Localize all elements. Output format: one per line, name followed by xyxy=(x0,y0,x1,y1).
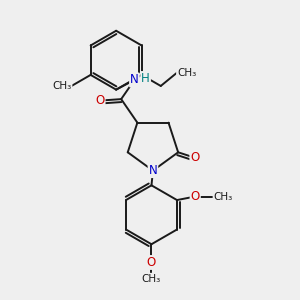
Text: O: O xyxy=(190,151,200,164)
Text: CH₃: CH₃ xyxy=(177,68,196,78)
Text: CH₃: CH₃ xyxy=(52,81,71,91)
Text: O: O xyxy=(190,190,200,203)
Text: O: O xyxy=(147,256,156,269)
Text: N: N xyxy=(130,74,139,86)
Text: H: H xyxy=(141,72,150,85)
Text: N: N xyxy=(148,164,157,177)
Text: CH₃: CH₃ xyxy=(142,274,161,284)
Text: O: O xyxy=(95,94,105,107)
Text: CH₃: CH₃ xyxy=(214,191,233,202)
